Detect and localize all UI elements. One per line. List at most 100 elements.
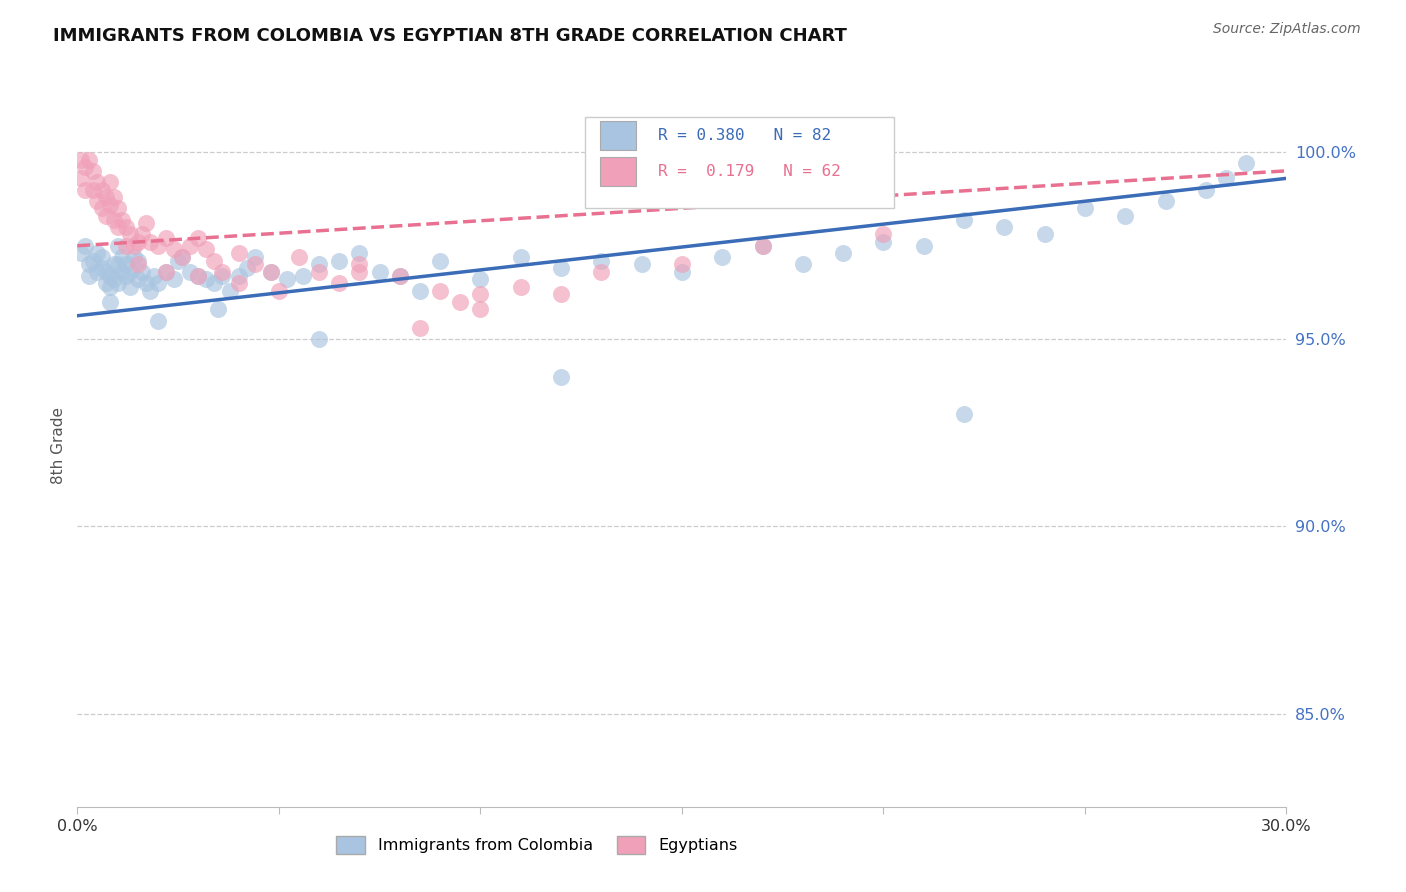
Point (292, 268, 315, 283)
Point (429, 253, 451, 268)
Point (111, 212, 134, 227)
Point (219, 284, 242, 298)
Point (82, 253, 104, 268)
Point (107, 238, 129, 252)
Point (671, 265, 693, 279)
Point (550, 369, 572, 384)
Point (131, 227, 153, 242)
Point (202, 253, 225, 268)
Point (470, 272, 492, 286)
Point (167, 253, 190, 268)
Point (388, 268, 411, 283)
Point (953, 212, 976, 227)
Point (207, 302, 229, 317)
Point (103, 272, 125, 286)
Point (94, 190, 117, 204)
Point (228, 246, 250, 260)
Point (98, 175, 121, 189)
Point (912, 238, 935, 252)
Point (211, 268, 233, 283)
Point (114, 219, 136, 234)
Y-axis label: 8th Grade: 8th Grade (51, 408, 66, 484)
Point (953, 407, 976, 421)
Point (127, 235, 149, 249)
Point (179, 238, 201, 252)
Point (70, 246, 93, 260)
Point (103, 257, 125, 271)
Point (195, 272, 218, 286)
Point (94, 265, 117, 279)
Point (139, 284, 162, 298)
Point (550, 287, 572, 301)
Point (449, 294, 471, 309)
Point (107, 219, 129, 234)
Point (228, 276, 250, 290)
Point (260, 265, 283, 279)
Bar (585, 117, 894, 208)
Point (509, 250, 531, 264)
Point (1234, 156, 1257, 170)
Point (872, 235, 894, 249)
Point (118, 280, 141, 294)
Legend: Immigrants from Colombia, Egyptians: Immigrants from Colombia, Egyptians (330, 830, 744, 861)
Point (872, 227, 894, 242)
Point (172, 250, 194, 264)
Point (429, 284, 451, 298)
Point (135, 216, 157, 230)
Point (1195, 183, 1218, 197)
Point (671, 257, 693, 271)
Point (82, 183, 104, 197)
Point (70, 171, 93, 186)
Point (111, 265, 134, 279)
Point (107, 201, 129, 215)
Point (86, 246, 108, 260)
Point (127, 257, 149, 271)
Point (179, 265, 201, 279)
Point (90, 250, 112, 264)
Point (187, 268, 209, 283)
Point (308, 332, 330, 346)
Text: R =  0.179   N = 62: R = 0.179 N = 62 (658, 164, 841, 179)
Point (90, 201, 112, 215)
Point (135, 276, 157, 290)
Point (591, 253, 613, 268)
Point (235, 261, 257, 276)
Point (163, 243, 186, 257)
Point (131, 265, 153, 279)
Point (328, 276, 350, 290)
Point (70, 153, 93, 167)
Point (146, 313, 169, 327)
Point (328, 253, 350, 268)
Point (276, 272, 298, 286)
Point (155, 265, 177, 279)
Point (94, 276, 117, 290)
Point (349, 265, 371, 279)
Point (86, 265, 108, 279)
Point (388, 268, 411, 283)
Point (308, 265, 330, 279)
Point (127, 253, 149, 268)
Point (228, 268, 250, 283)
Point (146, 238, 169, 252)
Point (368, 265, 391, 279)
Point (75, 183, 97, 197)
Point (470, 287, 492, 301)
Point (98, 197, 121, 211)
Point (146, 276, 169, 290)
Point (98, 294, 121, 309)
Point (82, 164, 104, 178)
Point (711, 250, 734, 264)
Point (118, 227, 141, 242)
Point (187, 268, 209, 283)
Point (308, 257, 330, 271)
Point (155, 265, 177, 279)
Point (751, 238, 773, 252)
Point (79, 257, 101, 271)
Point (409, 284, 432, 298)
Point (111, 250, 134, 264)
Point (86, 175, 108, 189)
Point (349, 246, 371, 260)
Bar (600, 157, 636, 186)
Point (202, 276, 225, 290)
Point (90, 183, 112, 197)
